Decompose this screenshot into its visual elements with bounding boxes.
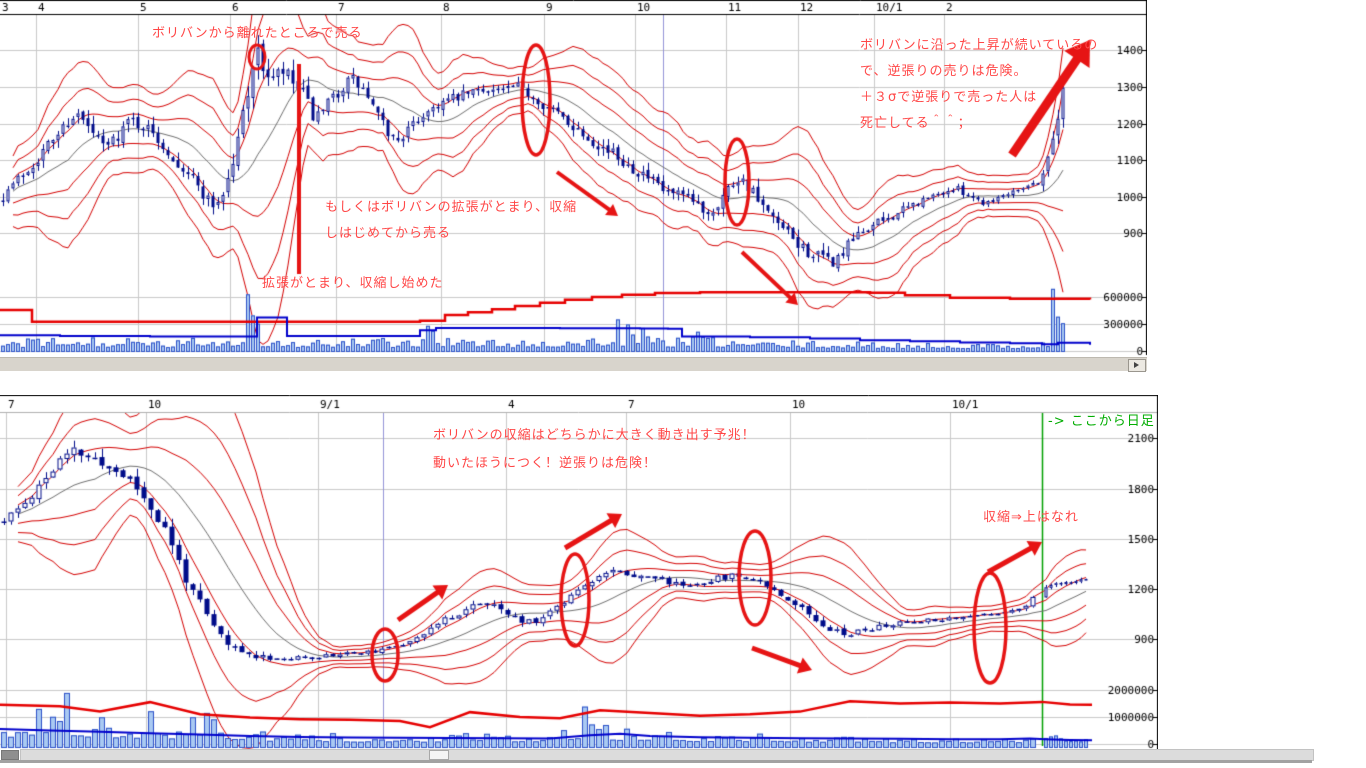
annotation-sell-on-contraction-2: しはじめてから売る xyxy=(325,226,452,241)
annotation-squeeze-upside-break: 収縮⇒上はなれ xyxy=(983,510,1079,525)
annotation-squeeze-breakout-1: ボリバンの収縮はどちらかに大きく動き出す予兆！ xyxy=(433,428,756,443)
daily-chart-panel xyxy=(0,0,1147,372)
app-scroll-left-button[interactable] xyxy=(1,750,19,760)
annotation-band-walk-line2: で、逆張りの売りは危険。 xyxy=(860,64,1028,79)
weekly-chart-canvas[interactable] xyxy=(0,395,1158,749)
daily-chart-canvas[interactable] xyxy=(0,0,1147,356)
daily-chart-hscrollbar[interactable] xyxy=(0,357,1147,372)
annotation-sell-on-contraction-1: もしくはボリバンの拡張がとまり、収縮 xyxy=(325,200,578,215)
window-bottom-edge xyxy=(0,760,1312,763)
app-scroll-thumb[interactable] xyxy=(429,750,449,760)
annotation-band-walk-line4: 死亡してる＾＾； xyxy=(860,116,972,131)
annotation-daily-from-here: -> ここから日足 xyxy=(1048,414,1155,429)
annotation-expansion-stopped: 拡張がとまり、収縮し始めた xyxy=(262,276,444,291)
annotation-band-walk-line1: ボリバンに沿った上昇が続いているの xyxy=(860,38,1099,53)
scroll-right-button[interactable] xyxy=(1128,359,1146,372)
weekly-chart-panel xyxy=(0,395,1158,749)
annotation-sell-away-from-band: ボリバンから離れたところで売る xyxy=(152,26,363,41)
annotation-squeeze-breakout-2: 動いたほうにつく！逆張りは危険！ xyxy=(433,456,658,471)
annotation-band-walk-line3: ＋３σで逆張りで売った人は xyxy=(860,90,1038,105)
